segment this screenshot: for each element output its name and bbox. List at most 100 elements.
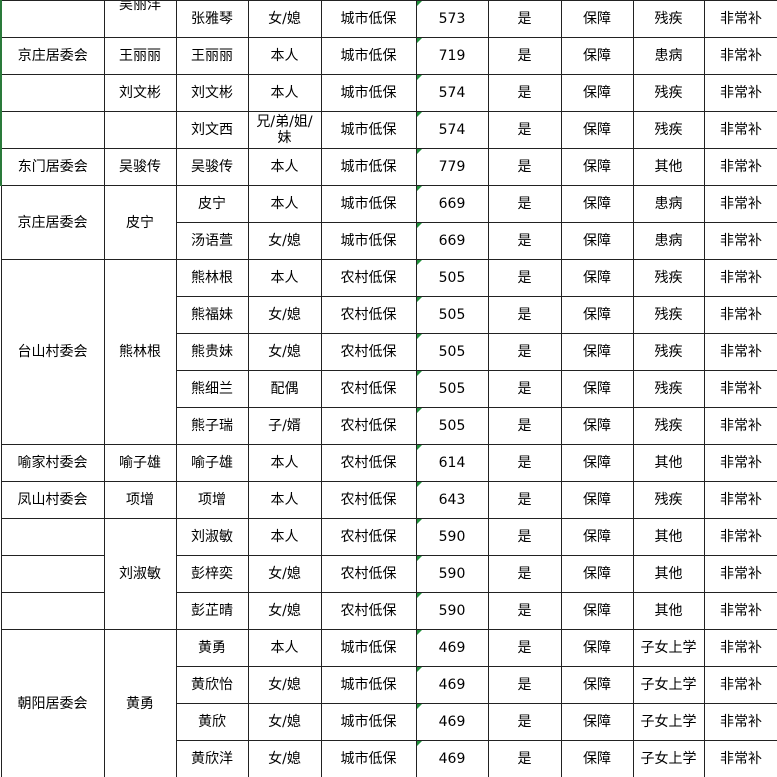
- community: 台山村委会: [17, 344, 88, 360]
- amount: 574: [438, 85, 466, 101]
- reason: 残疾: [654, 418, 683, 434]
- member-name: 黄欣怡: [191, 677, 233, 693]
- subsidy: 非常补: [720, 85, 762, 101]
- relation: 本人: [270, 159, 299, 175]
- table-row: 刘文西 兄/弟/姐/妹 城市低保 574 是 保障 残疾 非常补: [0, 111, 777, 149]
- member-name-cell: 王丽丽: [175, 37, 249, 75]
- household-head: 项增: [126, 492, 154, 508]
- relation: 女/媳: [268, 566, 301, 582]
- amount: 505: [438, 344, 466, 360]
- relation-cell: 本人: [247, 74, 322, 112]
- reason-cell: 子女上学: [632, 629, 705, 667]
- member-name-cell: 熊贵妹: [175, 333, 249, 371]
- subsidy: 非常补: [720, 714, 762, 730]
- category-cell: 保障: [560, 333, 634, 371]
- category: 保障: [583, 418, 611, 434]
- relation-cell: 本人: [247, 185, 322, 223]
- relation: 女/媳: [268, 307, 301, 323]
- amount-cell: 505: [415, 259, 489, 297]
- flag: 是: [517, 603, 532, 619]
- flag-cell: 是: [487, 407, 562, 445]
- member-name-cell: 熊林根: [175, 259, 249, 297]
- assistance-type-cell: 农村低保: [320, 444, 417, 482]
- community-cell: 凤山村委会: [0, 481, 105, 519]
- amount: 505: [438, 418, 466, 434]
- assistance-type-cell: 农村低保: [320, 296, 417, 334]
- subsidy-cell: 非常补: [703, 444, 777, 482]
- amount: 469: [438, 677, 466, 693]
- category-cell: 保障: [560, 74, 634, 112]
- reason: 患病: [654, 196, 683, 212]
- community-cell: 京庄居委会: [0, 185, 105, 260]
- member-name-cell: 项增: [175, 481, 249, 519]
- household-head-cell: 项增: [103, 481, 177, 519]
- flag: 是: [517, 714, 532, 730]
- assistance-type-cell: 城市低保: [320, 629, 417, 667]
- relation: 女/媳: [268, 233, 301, 249]
- subsidy: 非常补: [720, 11, 762, 27]
- relation: 本人: [270, 529, 299, 545]
- household-head: 刘文彬: [119, 85, 161, 101]
- amount: 590: [438, 603, 466, 619]
- assistance-type: 城市低保: [340, 677, 397, 693]
- assistance-type-cell: 城市低保: [320, 740, 417, 777]
- reason-cell: 残疾: [632, 296, 705, 334]
- relation: 本人: [270, 196, 299, 212]
- reason: 其他: [654, 603, 683, 619]
- member-name: 熊子瑞: [191, 418, 233, 434]
- member-name-cell: 吴骏传: [175, 148, 249, 186]
- amount: 469: [438, 640, 466, 656]
- amount-cell: 469: [415, 666, 489, 704]
- reason: 子女上学: [640, 677, 697, 693]
- reason-cell: 子女上学: [632, 666, 705, 704]
- subsidy-cell: 非常补: [703, 740, 777, 777]
- category-cell: 保障: [560, 703, 634, 741]
- table-row: 熊细兰 配偶 农村低保 505 是 保障 残疾 非常补: [1, 370, 777, 408]
- relation: 配偶: [270, 381, 299, 397]
- member-name-cell: 张雅琴: [175, 0, 249, 38]
- table-row: 熊贵妹 女/媳 农村低保 505 是 保障 残疾 非常补: [1, 333, 777, 371]
- assistance-type: 城市低保: [340, 751, 397, 767]
- category: 保障: [583, 566, 611, 582]
- amount-cell: 574: [415, 74, 489, 112]
- flag-cell: 是: [487, 333, 562, 371]
- amount-cell: 469: [415, 740, 489, 777]
- relation-cell: 女/媳: [247, 296, 322, 334]
- reason-cell: 残疾: [632, 407, 705, 445]
- flag-cell: 是: [487, 666, 562, 704]
- flag: 是: [517, 677, 532, 693]
- category: 保障: [583, 677, 611, 693]
- subsidy-cell: 非常补: [703, 0, 777, 38]
- subsidy: 非常补: [720, 159, 762, 175]
- category-cell: 保障: [560, 370, 634, 408]
- household-head-cell: 黄勇: [103, 629, 177, 777]
- subsidy: 非常补: [720, 455, 762, 471]
- relation-cell: 女/媳: [247, 703, 322, 741]
- subsidy-cell: 非常补: [703, 333, 777, 371]
- flag: 是: [517, 529, 532, 545]
- amount-cell: 590: [415, 518, 489, 556]
- member-name-cell: 喻子雄: [175, 444, 249, 482]
- assistance-type: 农村低保: [340, 603, 397, 619]
- relation-cell: 女/媳: [247, 666, 322, 704]
- reason: 残疾: [654, 85, 683, 101]
- subsidy-cell: 非常补: [703, 407, 777, 445]
- assistance-type: 农村低保: [340, 566, 397, 582]
- category-cell: 保障: [560, 296, 634, 334]
- flag-cell: 是: [487, 185, 562, 223]
- table-row: 喻家村委会 喻子雄 喻子雄 本人 农村低保 614 是 保障 其他 非常补: [0, 444, 777, 482]
- reason-cell: 患病: [632, 37, 705, 75]
- assistance-type-cell: 农村低保: [320, 518, 417, 556]
- table-row: 熊福妹 女/媳 农村低保 505 是 保障 残疾 非常补: [1, 296, 777, 334]
- assistance-type: 城市低保: [340, 159, 397, 175]
- relation-cell: 配偶: [247, 370, 322, 408]
- subsidy-cell: 非常补: [703, 592, 777, 630]
- amount: 669: [438, 196, 466, 212]
- relation-cell: 兄/弟/姐/妹: [247, 111, 322, 149]
- flag: 是: [517, 455, 532, 471]
- community-cell: 京庄居委会: [0, 37, 105, 75]
- community: 朝阳居委会: [17, 695, 88, 712]
- relation-cell: 女/媳: [247, 0, 322, 38]
- flag-cell: 是: [487, 111, 562, 149]
- flag: 是: [517, 11, 532, 27]
